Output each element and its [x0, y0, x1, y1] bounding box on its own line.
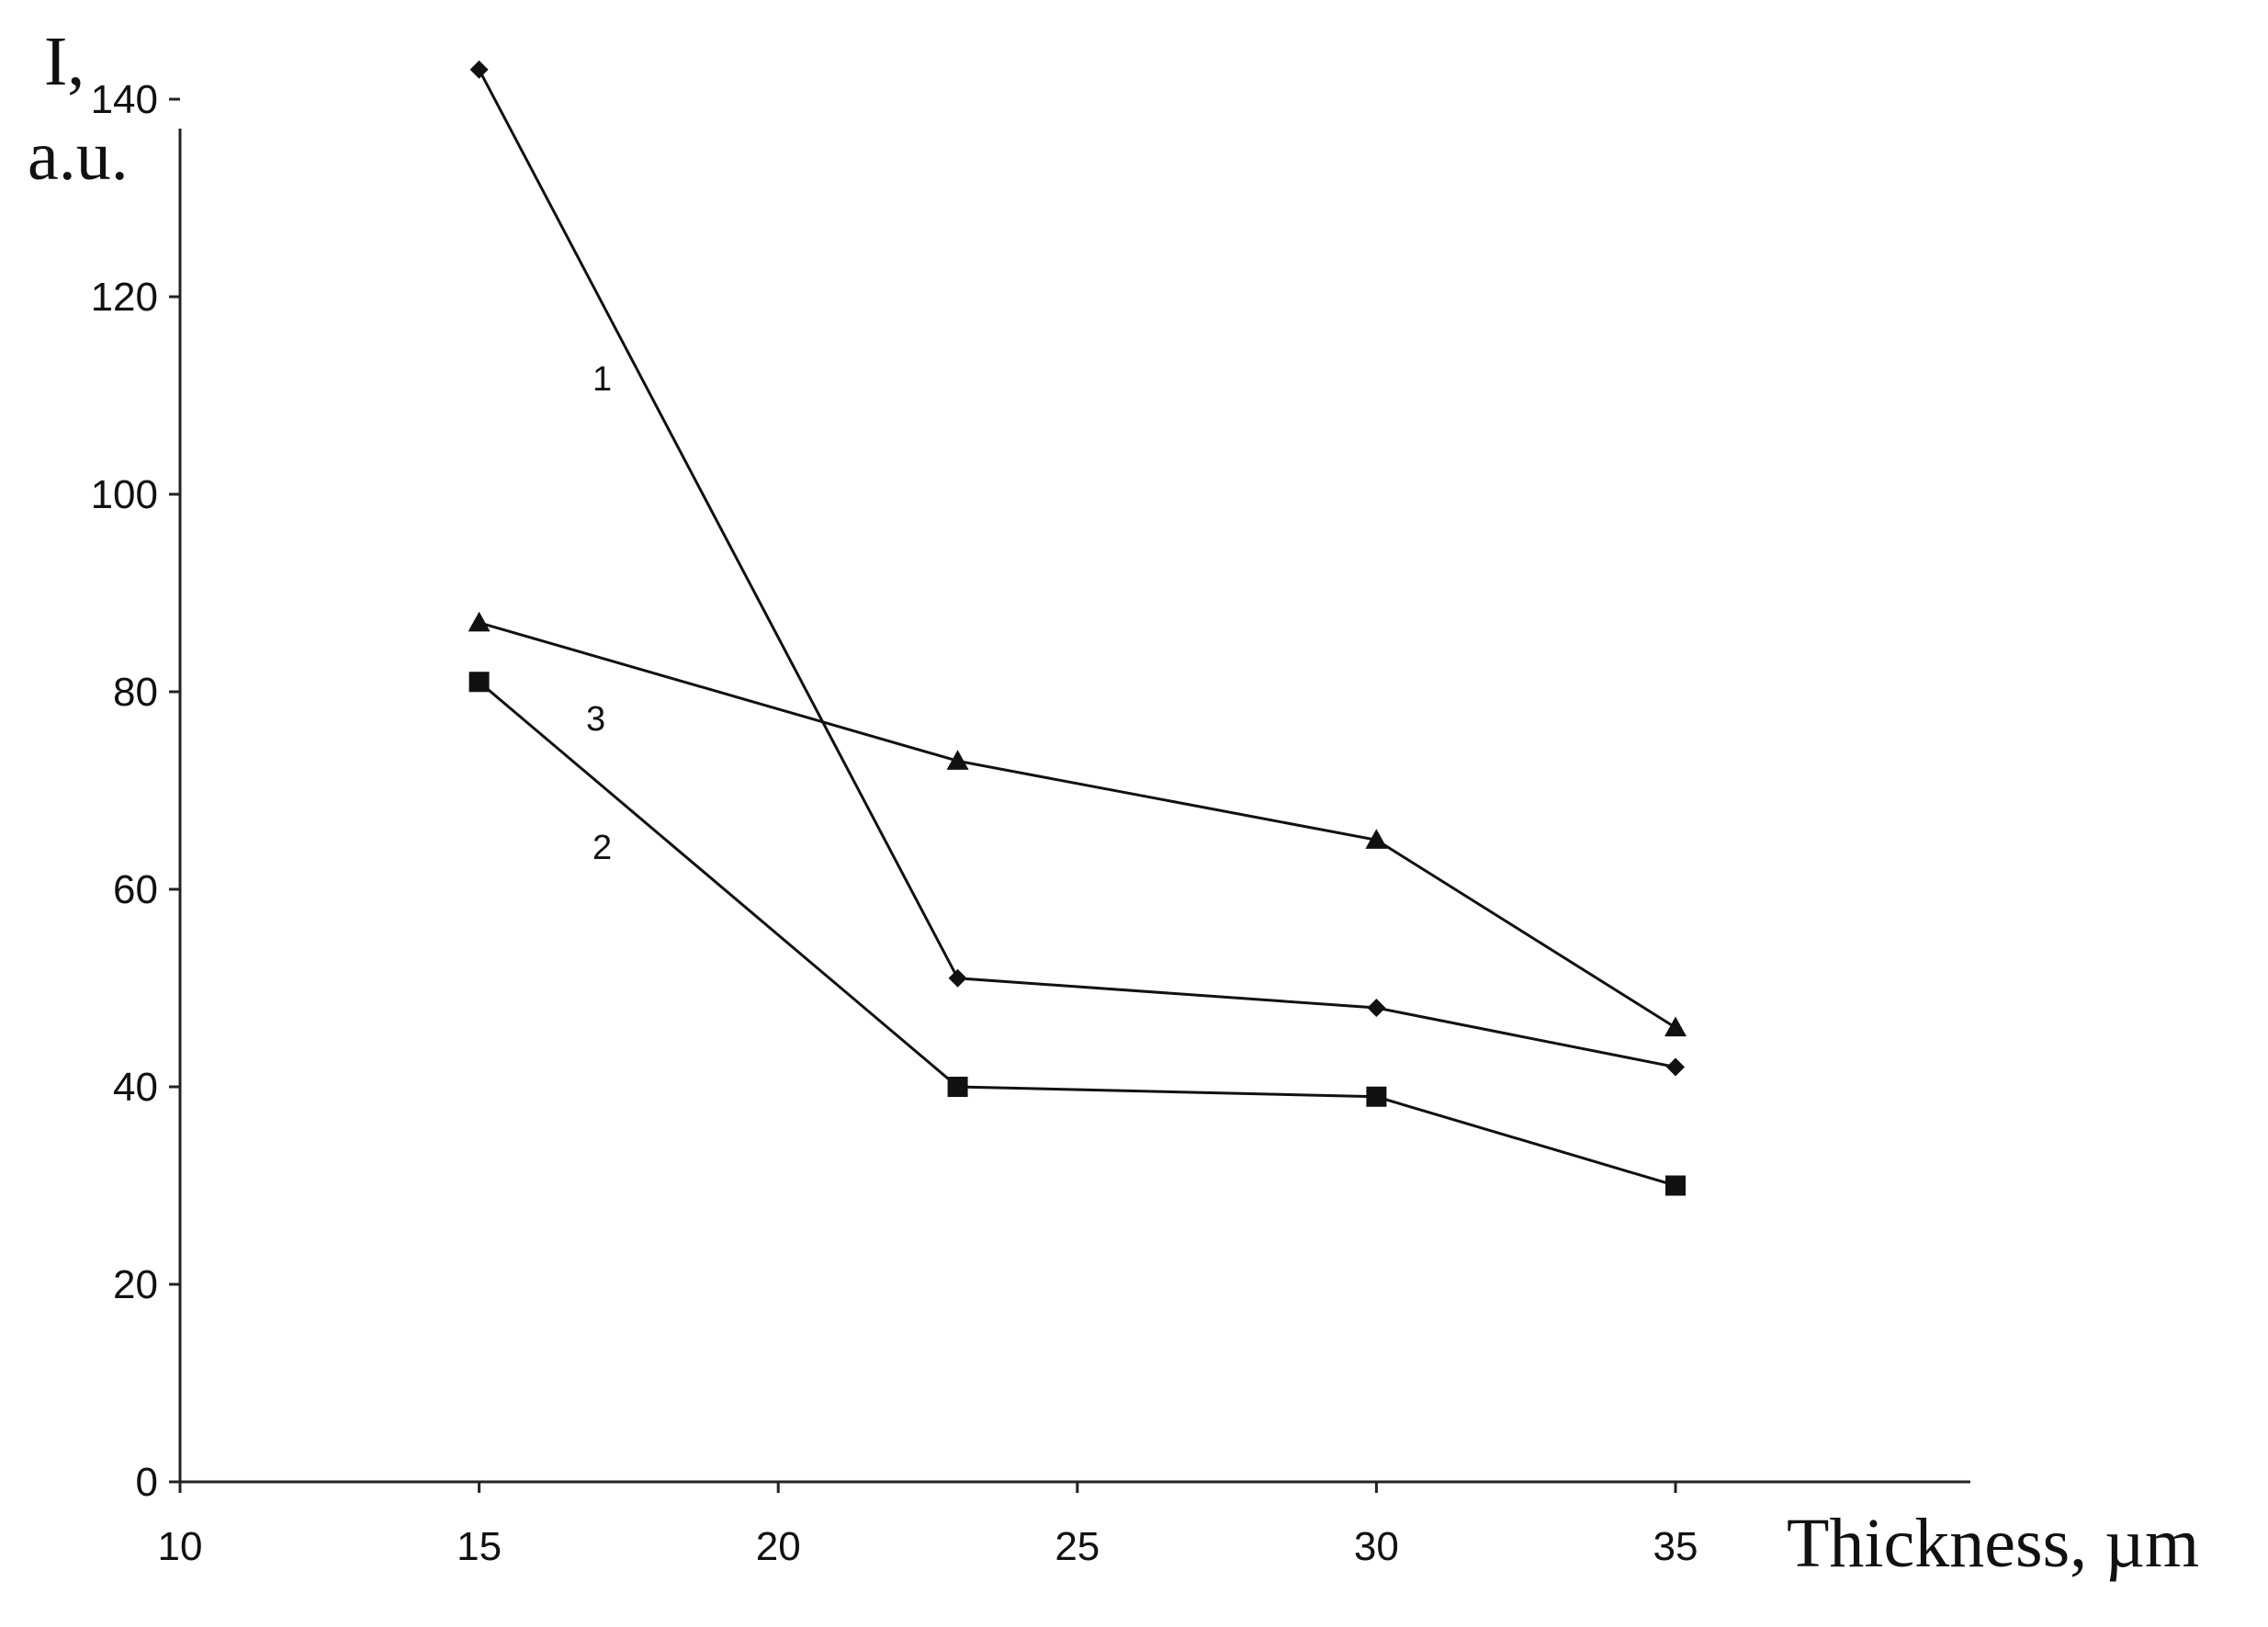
data-point-square	[468, 672, 490, 693]
x-tick-label: 20	[756, 1524, 801, 1569]
data-point-triangle	[468, 611, 491, 632]
x-tick-label: 10	[158, 1524, 203, 1569]
x-axis-label: Thickness, µm	[1787, 1505, 2199, 1582]
series-2-line	[478, 681, 1676, 1187]
y-tick-label: 80	[113, 670, 158, 715]
y-tick-label: 60	[113, 867, 158, 912]
data-point-triangle	[946, 750, 969, 770]
y-axis-label-line1: I,	[44, 23, 85, 100]
y-tick-label: 120	[91, 275, 158, 320]
data-point-triangle	[1664, 1016, 1687, 1037]
series-1: 1	[469, 60, 1685, 1077]
data-point-diamond	[1666, 1057, 1685, 1077]
y-tick-label: 140	[91, 77, 158, 122]
data-point-triangle	[1365, 829, 1388, 849]
data-point-diamond	[1367, 999, 1386, 1017]
y-tick-label: 40	[113, 1065, 158, 1110]
y-axis-label-line2: a.u.	[28, 118, 129, 195]
x-tick-label: 30	[1354, 1524, 1399, 1569]
data-point-square	[1366, 1086, 1387, 1107]
axes: 0 20 40 60 80 100 120 140 10 15 20 25 30 35	[91, 77, 1970, 1569]
series-1-line	[478, 69, 1676, 1068]
data-point-square	[947, 1077, 968, 1097]
data-point-square	[1665, 1175, 1686, 1196]
y-tick-label: 0	[136, 1460, 158, 1505]
series-layer: 1 2 3	[468, 60, 1687, 1196]
series-3: 3	[468, 611, 1687, 1037]
y-tick-label: 20	[113, 1262, 158, 1307]
x-tick-label: 35	[1653, 1524, 1698, 1569]
x-tick-label: 15	[457, 1524, 502, 1569]
y-tick-label: 100	[91, 472, 158, 517]
data-point-diamond	[948, 968, 967, 988]
series-label-2: 2	[592, 829, 612, 867]
data-point-diamond	[469, 60, 489, 79]
series-2: 2	[468, 672, 1686, 1196]
series-label-3: 3	[586, 700, 605, 739]
series-3-line	[479, 621, 1676, 1029]
series-label-1: 1	[592, 360, 612, 399]
x-tick-label: 25	[1055, 1524, 1100, 1569]
